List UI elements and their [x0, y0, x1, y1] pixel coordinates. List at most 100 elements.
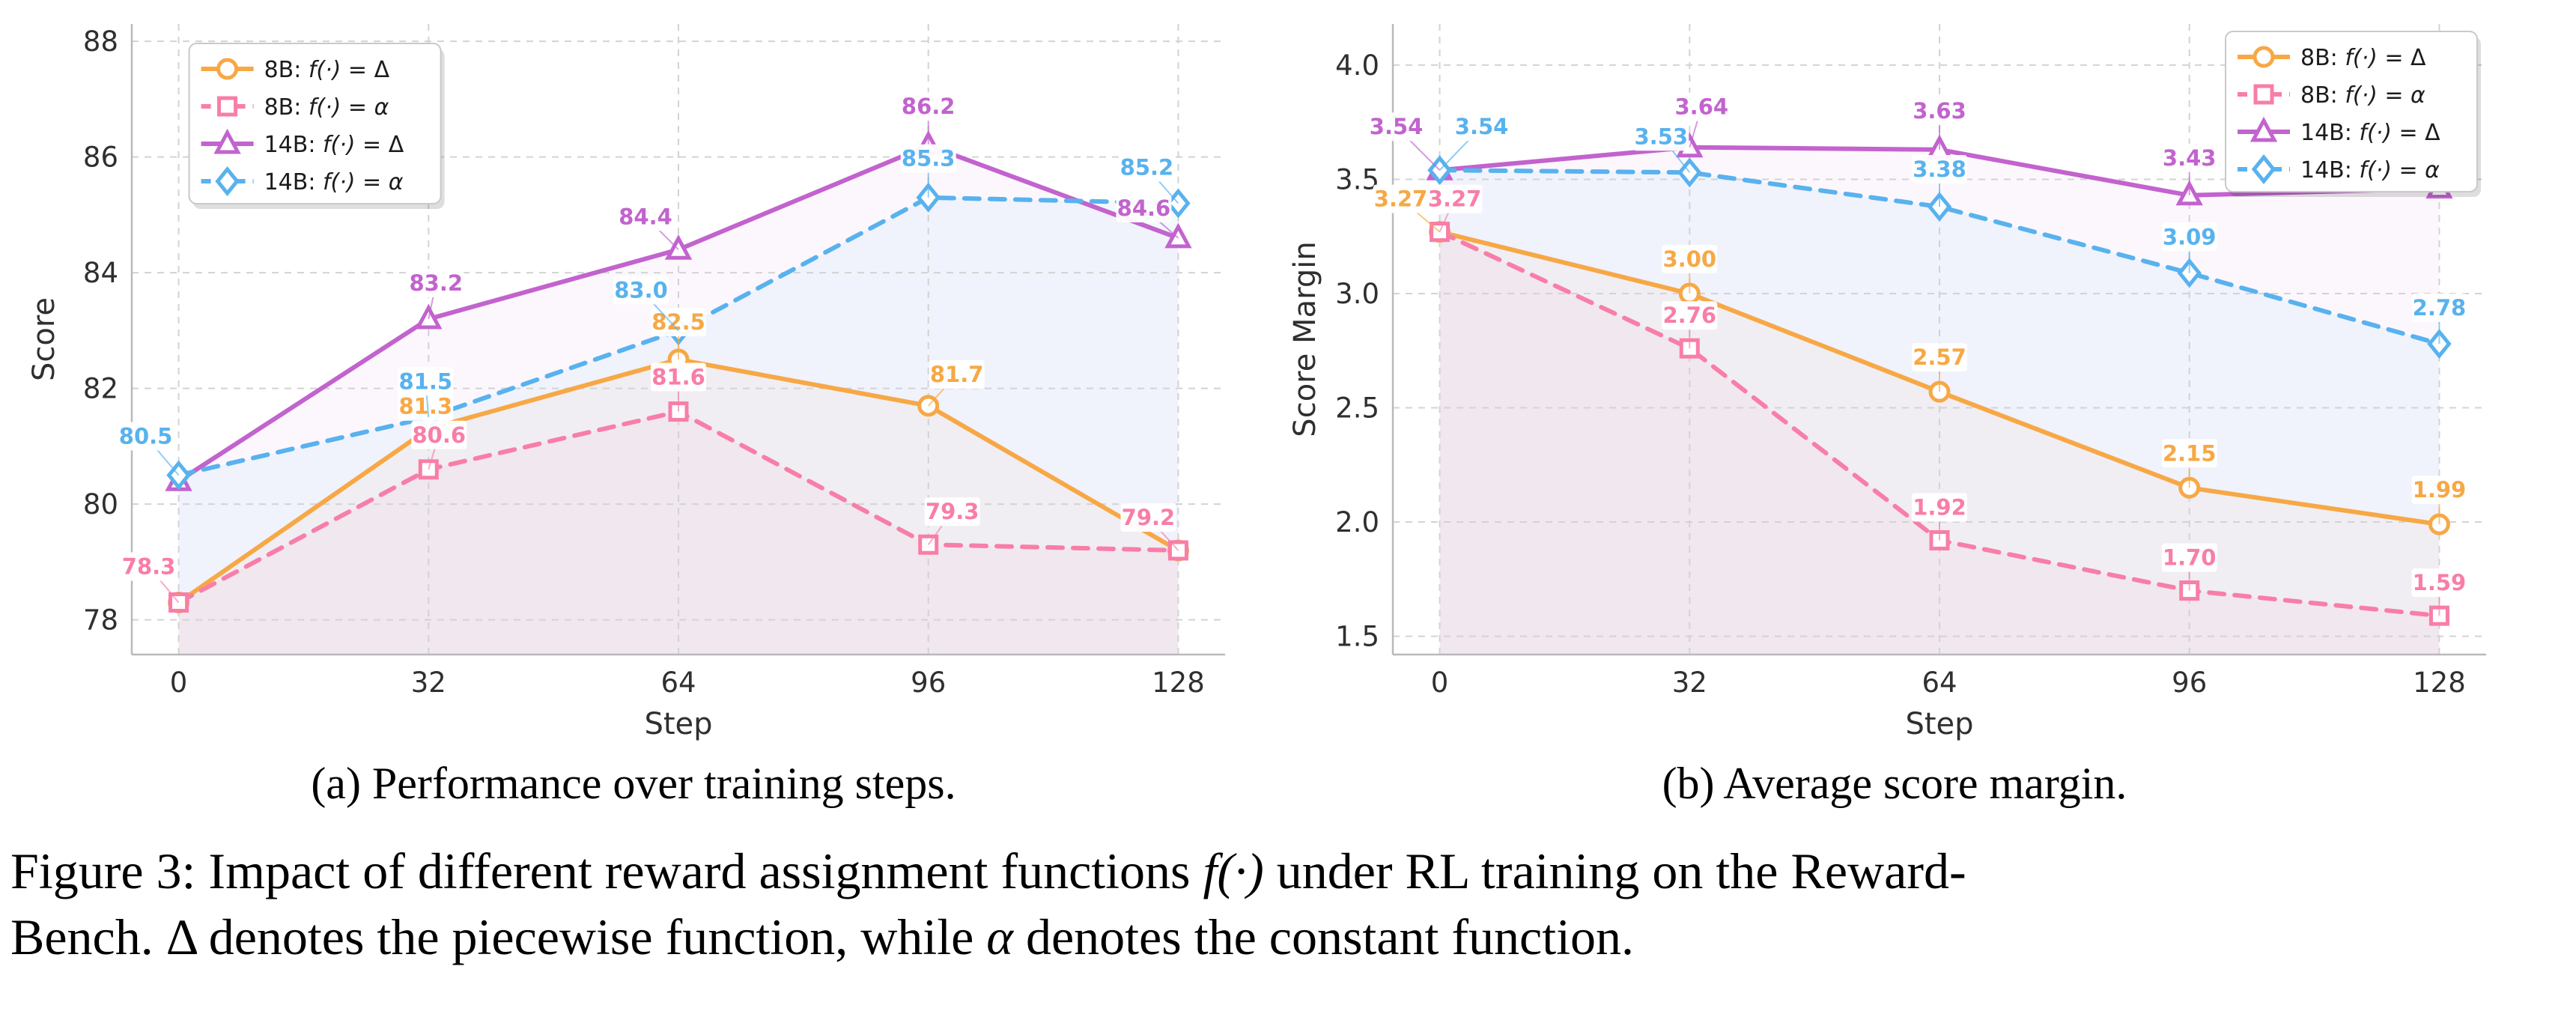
- label-bg: [398, 392, 454, 421]
- data-label: 2.57: [1913, 344, 1966, 370]
- label-bg: [1373, 184, 1429, 213]
- label-bg: [651, 362, 706, 392]
- label-bg: [1662, 301, 1718, 330]
- label-bg: [1912, 155, 1967, 184]
- tick-labels: 0 32 64 96 128 78 80 82 84 86 88: [83, 25, 1205, 699]
- data-label: 83.0: [614, 277, 668, 303]
- label-bg: [1662, 244, 1718, 273]
- label-bg: [1427, 184, 1483, 213]
- legend-label: 8B: f(·) = α: [264, 94, 389, 121]
- caption-line2-post: denotes the constant function.: [1012, 908, 1634, 966]
- labels-14b-alpha: 3.54 3.53 3.38 3.09 2.78: [1439, 112, 2467, 344]
- x-tick-label: 64: [660, 667, 696, 699]
- labels-14b-alpha: 80.5 81.5 83.0 85.3 85.2: [118, 144, 1179, 476]
- y-tick-label: 80: [83, 488, 118, 520]
- label-bg: [929, 359, 985, 389]
- circle-marker-icon: [2253, 46, 2275, 68]
- x-axis-label: Step: [1905, 707, 1973, 741]
- data-label: 3.00: [1663, 246, 1717, 272]
- label-bg: [398, 367, 454, 396]
- series-14b-alpha: [1427, 155, 2452, 359]
- data-label: 81.3: [399, 394, 453, 419]
- label-bg: [613, 276, 669, 305]
- figure-panels: 0 32 64 96 128 78 80 82 84 86 88 Step Score 81.3 82.5 8…: [19, 10, 2486, 810]
- data-label: 84.4: [619, 204, 672, 229]
- triangle-marker-icon: [664, 234, 693, 260]
- data-label: 78.3: [122, 553, 176, 579]
- label-bg: [2411, 476, 2467, 505]
- y-tick-label: 82: [83, 373, 118, 405]
- label-bg: [1119, 153, 1175, 182]
- data-label: 1.70: [2163, 545, 2217, 571]
- data-label: 84.6: [1117, 195, 1171, 221]
- caption-line1-pre: Figure 3: Impact of different reward ass…: [10, 843, 1203, 899]
- labels-14b-delta: 83.2 84.4 86.2 84.6: [408, 92, 1179, 320]
- y-axis-label: Score: [27, 297, 61, 381]
- data-label: 81.5: [399, 368, 453, 394]
- data-label: 3.43: [2163, 145, 2217, 171]
- tick-labels: 0 32 64 96 128 1.5 2.0 2.5 3.0 3.5 4.0: [1335, 49, 2466, 699]
- x-tick-label: 0: [1431, 667, 1449, 699]
- data-label: 3.63: [1913, 98, 1966, 124]
- x-tick-label: 32: [1672, 667, 1707, 699]
- label-bg: [2161, 439, 2217, 468]
- label-bg: [2161, 222, 2217, 252]
- data-label: 82.5: [651, 309, 705, 335]
- x-tick-label: 32: [411, 667, 446, 699]
- data-label: 3.38: [1913, 157, 1966, 182]
- x-tick-label: 96: [2172, 667, 2207, 699]
- label-bg: [1633, 122, 1689, 151]
- label-bg: [1674, 92, 1730, 121]
- data-label: 86.2: [902, 94, 956, 119]
- x-tick-label: 96: [911, 667, 946, 699]
- label-bg: [1453, 112, 1510, 142]
- y-axis-label: Score Margin: [1288, 241, 1322, 437]
- panel-a: 0 32 64 96 128 78 80 82 84 86 88 Step Score 81.3 82.5 8…: [19, 10, 1248, 810]
- legend-label: 14B: f(·) = α: [2300, 157, 2440, 183]
- y-tick-label: 4.0: [1335, 49, 1379, 82]
- panel-b-caption-text: (b) Average score margin.: [1662, 759, 2127, 808]
- caption-line1-math: f(·): [1203, 843, 1264, 899]
- square-marker-icon: [217, 96, 238, 117]
- data-label: 3.27: [1428, 186, 1482, 212]
- data-label: 85.3: [902, 146, 956, 171]
- legend-label: 8B: f(·) = α: [2300, 82, 2425, 109]
- legend: 8B: f(·) = Δ 8B: f(·) = α 14B: f(·) = Δ 14B…: [188, 43, 445, 209]
- y-tick-label: 2.0: [1335, 506, 1379, 538]
- data-label: 2.78: [2413, 295, 2467, 321]
- triangle-marker-icon: [213, 128, 241, 154]
- data-label: 3.54: [1455, 114, 1509, 139]
- legend-box: [188, 43, 442, 204]
- caption-line2-mid: denotes the piecewise function, while: [195, 908, 987, 966]
- panel-b-caption: (b) Average score margin.: [1662, 758, 2127, 810]
- x-tick-label: 64: [1922, 667, 1957, 699]
- x-tick-label: 128: [1152, 667, 1205, 699]
- label-bg: [1912, 493, 1967, 522]
- label-bg: [2161, 543, 2217, 572]
- label-bg: [1120, 503, 1176, 532]
- y-tick-label: 84: [83, 257, 118, 289]
- data-label: 81.6: [651, 365, 705, 390]
- legend: 8B: f(·) = Δ 8B: f(·) = α 14B: f(·) = Δ 14B…: [2225, 31, 2481, 197]
- y-tick-label: 86: [83, 142, 118, 174]
- chart-score-margin: 0 32 64 96 128 1.5 2.0 2.5 3.0 3.5 4.0 Step Score Ma…: [1288, 24, 2486, 741]
- legend-box: [2225, 31, 2478, 192]
- label-bg: [408, 268, 464, 297]
- triangle-marker-icon: [1164, 222, 1192, 249]
- data-label: 80.5: [119, 424, 173, 449]
- y-tick-label: 88: [83, 25, 118, 58]
- y-tick-label: 1.5: [1335, 621, 1379, 653]
- label-bg: [1368, 112, 1424, 142]
- diamond-marker-icon: [215, 166, 240, 196]
- triangle-marker-icon: [2250, 116, 2278, 142]
- panel-a-caption: (a) Performance over training steps.: [311, 758, 956, 810]
- label-bg: [2161, 143, 2217, 172]
- figure-caption: Figure 3: Impact of different reward ass…: [10, 838, 2558, 971]
- labels-8b-alpha: 3.27 2.76 1.92 1.70 1.59: [1427, 184, 2467, 616]
- data-label: 2.76: [1663, 303, 1717, 328]
- y-tick-label: 2.5: [1335, 392, 1379, 425]
- legend-label: 14B: f(·) = Δ: [2300, 120, 2440, 146]
- label-bg: [618, 202, 673, 231]
- x-axis-label: Step: [644, 707, 712, 741]
- square-marker-icon: [2253, 84, 2274, 105]
